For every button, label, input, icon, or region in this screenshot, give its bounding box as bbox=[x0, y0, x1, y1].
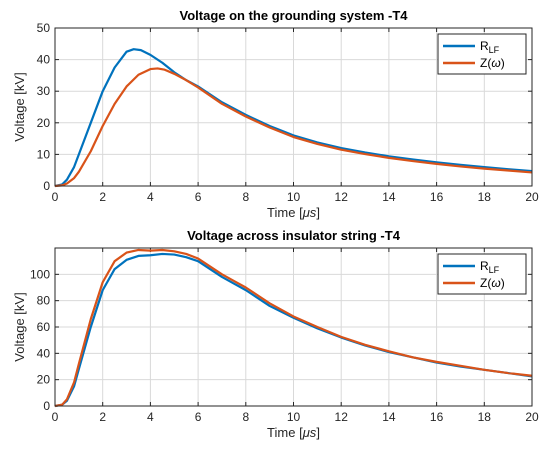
y-tick-label: 10 bbox=[37, 147, 51, 161]
chart-2: 0 2 4 6 8 10 12 14 16 18 20 0 20 40 60 80 100 Voltage acr… bbox=[12, 228, 539, 440]
y-tick-label: 50 bbox=[37, 21, 51, 35]
chart-title: Voltage across insulator string -T4 bbox=[187, 228, 401, 243]
series-line-2 bbox=[54, 67, 533, 188]
x-tick-label: 20 bbox=[525, 190, 539, 204]
y-tick-label: 20 bbox=[37, 116, 51, 130]
y-tick-label: 20 bbox=[37, 373, 51, 387]
legend-label-2: Z(ω) bbox=[480, 276, 505, 290]
y-tick-label: 40 bbox=[37, 53, 51, 67]
x-tick-label: 4 bbox=[147, 190, 154, 204]
y-axis-label: Voltage [kV] bbox=[12, 292, 27, 361]
legend-box bbox=[437, 33, 527, 75]
x-tick-label: 8 bbox=[242, 410, 249, 424]
x-tick-label: 0 bbox=[52, 190, 59, 204]
y-tick-label: 60 bbox=[37, 320, 51, 334]
legend-label-1: RLF bbox=[480, 39, 500, 55]
y-tick-label: 0 bbox=[43, 399, 50, 413]
y-tick-label: 100 bbox=[30, 267, 50, 281]
x-tick-label: 2 bbox=[99, 410, 106, 424]
x-tick-label: 0 bbox=[52, 410, 59, 424]
x-tick-label: 12 bbox=[335, 190, 349, 204]
axes-frame bbox=[54, 27, 533, 187]
x-tick-label: 18 bbox=[478, 410, 492, 424]
x-axis-label: Time [μs] bbox=[267, 425, 320, 440]
x-tick-label: 18 bbox=[478, 190, 492, 204]
legend-label-1: RLF bbox=[480, 259, 500, 275]
x-tick-label: 2 bbox=[99, 190, 106, 204]
x-tick-label: 16 bbox=[430, 190, 444, 204]
x-tick-label: 16 bbox=[430, 410, 444, 424]
y-tick-label: 30 bbox=[37, 84, 51, 98]
chart-title: Voltage on the grounding system -T4 bbox=[180, 8, 409, 23]
x-tick-label: 12 bbox=[335, 410, 349, 424]
y-tick-label: 40 bbox=[37, 346, 51, 360]
x-tick-label: 10 bbox=[287, 190, 301, 204]
x-tick-label: 8 bbox=[242, 190, 249, 204]
legend-label-2: Z(ω) bbox=[480, 56, 505, 70]
legend-box bbox=[437, 253, 527, 295]
y-axis-label: Voltage [kV] bbox=[12, 72, 27, 141]
x-tick-label: 14 bbox=[382, 410, 396, 424]
x-tick-label: 20 bbox=[525, 410, 539, 424]
x-tick-label: 4 bbox=[147, 410, 154, 424]
x-tick-label: 14 bbox=[382, 190, 396, 204]
x-tick-label: 6 bbox=[195, 410, 202, 424]
y-tick-label: 80 bbox=[37, 294, 51, 308]
series-line-2 bbox=[54, 248, 533, 408]
x-tick-label: 10 bbox=[287, 410, 301, 424]
chart-1: 0 2 4 6 8 10 12 14 16 18 20 0 10 20 30 40 50 Voltage on t… bbox=[12, 8, 539, 220]
y-tick-label: 0 bbox=[43, 179, 50, 193]
x-axis-label: Time [μs] bbox=[267, 205, 320, 220]
axes-frame bbox=[54, 247, 533, 407]
x-tick-label: 6 bbox=[195, 190, 202, 204]
